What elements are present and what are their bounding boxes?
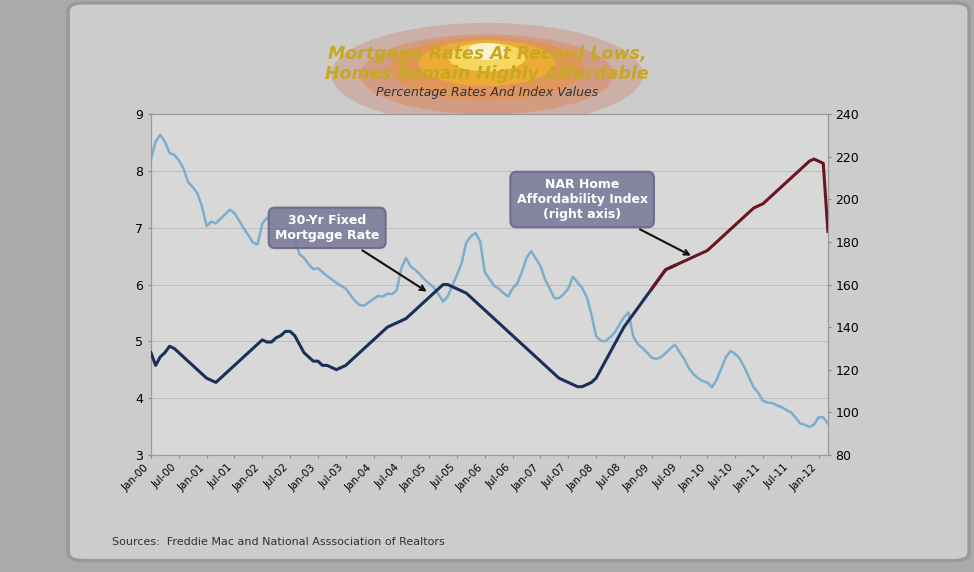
Text: Sources:  Freddie Mac and National Asssociation of Realtors: Sources: Freddie Mac and National Asssoc… [112, 537, 445, 547]
Ellipse shape [419, 40, 555, 86]
Ellipse shape [468, 43, 506, 60]
Text: NAR Home
Affordability Index
(right axis): NAR Home Affordability Index (right axis… [516, 178, 689, 255]
Text: Mortgage Rates At Record Lows,: Mortgage Rates At Record Lows, [327, 45, 647, 63]
Ellipse shape [360, 34, 614, 114]
Ellipse shape [331, 23, 643, 126]
Text: Homes Remain Highly Affordable: Homes Remain Highly Affordable [325, 65, 649, 84]
Text: 30-Yr Fixed
Mortgage Rate: 30-Yr Fixed Mortgage Rate [275, 214, 425, 291]
Ellipse shape [448, 43, 526, 72]
FancyBboxPatch shape [68, 3, 969, 561]
Ellipse shape [390, 37, 584, 100]
Text: Percentage Rates And Index Values: Percentage Rates And Index Values [376, 86, 598, 99]
